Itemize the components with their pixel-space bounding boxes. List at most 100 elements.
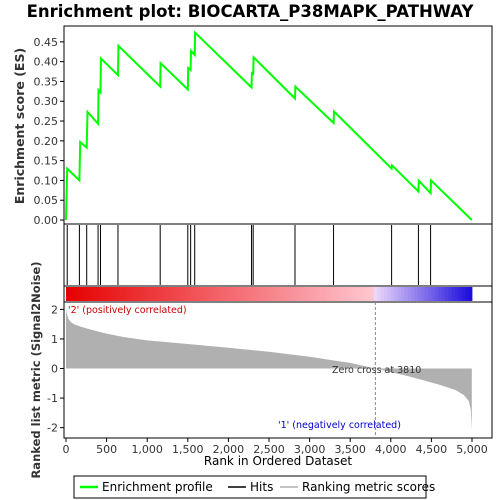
colorbar-segment xyxy=(346,287,351,301)
colorbar-segment xyxy=(312,287,317,301)
colorbar-segment xyxy=(255,287,260,301)
x-tick-label: 4,500 xyxy=(416,443,448,456)
es-tick-label: 0.45 xyxy=(34,36,59,49)
colorbar-segment xyxy=(289,287,294,301)
colorbar-segment xyxy=(373,287,378,301)
es-tick-label: 0.30 xyxy=(34,95,59,108)
colorbar-segment xyxy=(66,287,70,301)
metric-tick-label: -2 xyxy=(47,422,58,435)
chart-title: Enrichment plot: BIOCARTA_P38MAPK_PATHWA… xyxy=(27,2,475,21)
x-tick-label: 1,500 xyxy=(172,443,204,456)
x-axis: 0 500 1,000 1,500 2,000 2,500 3,000 3,500 4,000 4… xyxy=(63,438,488,456)
colorbar-segment xyxy=(451,287,456,301)
colorbar-segment xyxy=(89,287,94,301)
x-tick-label: 500 xyxy=(96,443,117,456)
colorbar-segment xyxy=(150,287,155,301)
x-tick-label: 2,000 xyxy=(213,443,245,456)
legend xyxy=(73,475,427,499)
zero-cross-label: Zero cross at 3810 xyxy=(332,365,421,376)
es-tick-label: 0.35 xyxy=(34,75,59,88)
colorbar-segment xyxy=(133,287,138,301)
colorbar-segment xyxy=(407,287,412,301)
legend-hits-label: Hits xyxy=(250,480,273,494)
colorbar-segment xyxy=(241,287,246,301)
colorbar-segment xyxy=(99,287,104,301)
colorbar-segment xyxy=(326,287,331,301)
colorbar-segment xyxy=(153,287,158,301)
colorbar-segment xyxy=(390,287,395,301)
x-axis-label: Rank in Ordered Dataset xyxy=(204,454,352,468)
colorbar-segment xyxy=(323,287,327,301)
colorbar-segment xyxy=(387,287,392,301)
es-axis-label: Enrichment score (ES) xyxy=(12,48,27,204)
colorbar-segment xyxy=(120,287,124,301)
positive-correlation-label: '2' (positively correlated) xyxy=(68,305,187,316)
colorbar-segment xyxy=(309,287,314,301)
es-axis: 0.00 0.05 0.10 0.15 0.20 0.25 0.30 0.35 0.40 0.45 xyxy=(34,36,64,227)
colorbar-segment xyxy=(353,287,358,301)
colorbar-segment xyxy=(160,287,165,301)
colorbar-segment xyxy=(218,287,223,301)
colorbar-segment xyxy=(340,287,344,301)
colorbar-segment xyxy=(235,287,239,301)
colorbar-segment xyxy=(231,287,236,301)
legend-metric-label: Ranking metric scores xyxy=(302,480,435,494)
colorbar-segment xyxy=(252,287,256,301)
colorbar-segment xyxy=(72,287,77,301)
colorbar-segment xyxy=(76,287,80,301)
colorbar-segment xyxy=(130,287,135,301)
colorbar-segment xyxy=(137,287,141,301)
enrichment-profile-line xyxy=(65,30,473,221)
colorbar-segment xyxy=(181,287,185,301)
x-tick-label: 5,000 xyxy=(456,443,488,456)
colorbar-segment xyxy=(116,287,121,301)
colorbar-segment xyxy=(225,287,229,301)
hits-panel xyxy=(63,223,493,287)
hit-markers xyxy=(66,225,432,285)
metric-tick-label: 1 xyxy=(51,333,58,346)
colorbar-segment xyxy=(211,287,216,301)
colorbar-segment xyxy=(201,287,206,301)
colorbar-segment xyxy=(363,287,368,301)
colorbar-segment xyxy=(441,287,446,301)
ranking-metric-area xyxy=(66,309,472,431)
colorbar-segment xyxy=(302,287,307,301)
colorbar-segment xyxy=(428,287,432,301)
colorbar-segment xyxy=(238,287,243,301)
colorbar-segment xyxy=(204,287,209,301)
colorbar-segment xyxy=(306,287,310,301)
colorbar-segment xyxy=(96,287,101,301)
colorbar-segment xyxy=(468,287,473,301)
colorbar-segment xyxy=(404,287,409,301)
colorbar-segment xyxy=(86,287,91,301)
colorbar-segment xyxy=(377,287,382,301)
colorbar-segment xyxy=(157,287,162,301)
metric-axis-label: Ranked list metric (Signal2Noise) xyxy=(29,261,43,478)
colorbar-segment xyxy=(79,287,84,301)
metric-tick-label: 2 xyxy=(51,303,58,316)
colorbar-segment xyxy=(248,287,253,301)
colorbar-segment xyxy=(106,287,111,301)
colorbar-segment xyxy=(458,287,463,301)
colorbar-segment xyxy=(174,287,179,301)
colorbar-segment xyxy=(103,287,107,301)
es-tick-label: 0.10 xyxy=(34,174,59,187)
negative-correlation-label: '1' (negatively correlated) xyxy=(278,420,401,431)
colorbar-segment xyxy=(461,287,466,301)
colorbar-segment xyxy=(292,287,297,301)
colorbar-segment xyxy=(167,287,172,301)
colorbar-segment xyxy=(384,287,388,301)
colorbar-segment xyxy=(411,287,415,301)
colorbar-segment xyxy=(184,287,189,301)
colorbar-segment xyxy=(360,287,365,301)
colorbar-segment xyxy=(299,287,304,301)
colorbar-segment xyxy=(170,287,175,301)
colorbar-segment xyxy=(147,287,151,301)
colorbar-segment xyxy=(296,287,300,301)
colorbar-segment xyxy=(221,287,226,301)
metric-axis: -2 -1 0 1 2 xyxy=(47,303,64,435)
colorbar-segment xyxy=(258,287,263,301)
colorbar-segment xyxy=(444,287,449,301)
colorbar-segment xyxy=(367,287,371,301)
colorbar-segment xyxy=(208,287,212,301)
